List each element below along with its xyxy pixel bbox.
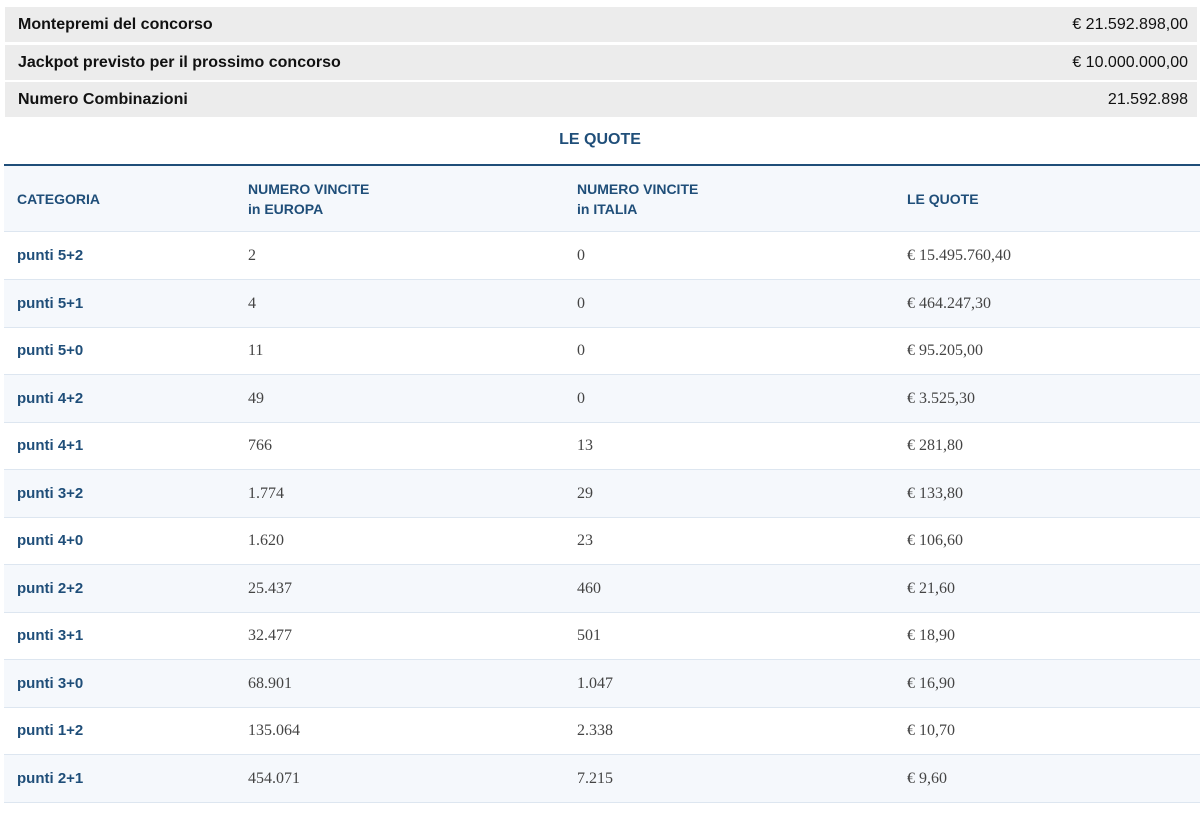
cell-italia: 0 [577,341,585,359]
cell-quota: € 95.205,00 [907,341,983,359]
cell-categoria: punti 5+0 [17,342,84,359]
cell-quota: € 21,60 [907,579,955,597]
cell-europa: 135.064 [248,721,300,739]
cell-categoria: punti 2+1 [17,770,84,787]
cell-italia: 13 [577,436,593,454]
summary-row-montepremi: Montepremi del concorso € 21.592.898,00 [5,7,1197,42]
header-italia-line1: NUMERO VINCITE [577,181,699,197]
cell-europa: 25.437 [248,579,292,597]
cell-categoria: punti 1+2 [17,722,84,739]
cell-italia: 2.338 [577,721,613,739]
cell-europa: 49 [248,389,264,407]
cell-europa: 68.901 [248,674,292,692]
summary-label: Jackpot previsto per il prossimo concors… [18,53,341,71]
summary-row-combinazioni: Numero Combinazioni 21.592.898 [5,82,1197,117]
cell-italia: 0 [577,294,585,312]
header-europa: NUMERO VINCITE in EUROPA [248,166,369,232]
cell-europa: 1.774 [248,484,284,502]
cell-categoria: punti 5+1 [17,295,84,312]
cell-italia: 7.215 [577,769,613,787]
cell-quota: € 281,80 [907,436,963,454]
cell-europa: 2 [248,246,256,264]
cell-quota: € 106,60 [907,531,963,549]
cell-categoria: punti 5+2 [17,247,84,264]
summary-label: Montepremi del concorso [18,15,213,33]
cell-categoria: punti 3+1 [17,627,84,644]
cell-quota: € 9,60 [907,769,947,787]
table-row: punti 4+1 766 13 € 281,80 [4,422,1200,470]
quotes-title: LE QUOTE [559,131,641,148]
cell-italia: 0 [577,246,585,264]
cell-quota: € 16,90 [907,674,955,692]
table-row: punti 3+0 68.901 1.047 € 16,90 [4,660,1200,708]
quotes-table-header: CATEGORIA NUMERO VINCITE in EUROPA NUMER… [4,164,1200,232]
cell-categoria: punti 4+2 [17,390,84,407]
cell-europa: 1.620 [248,531,284,549]
cell-italia: 460 [577,579,601,597]
cell-categoria: punti 3+0 [17,675,84,692]
cell-europa: 766 [248,436,272,454]
cell-quota: € 464.247,30 [907,294,991,312]
table-row: punti 5+1 4 0 € 464.247,30 [4,280,1200,328]
table-row: punti 4+2 49 0 € 3.525,30 [4,375,1200,423]
header-categoria: CATEGORIA [17,166,100,232]
summary-value: € 21.592.898,00 [1072,15,1188,33]
cell-italia: 1.047 [577,674,613,692]
header-italia: NUMERO VINCITE in ITALIA [577,166,698,232]
cell-quota: € 15.495.760,40 [907,246,1011,264]
table-row: punti 5+0 11 0 € 95.205,00 [4,327,1200,375]
cell-europa: 11 [248,341,264,359]
cell-quota: € 133,80 [907,484,963,502]
header-europa-line1: NUMERO VINCITE [248,181,370,197]
cell-categoria: punti 4+0 [17,532,84,549]
summary-value: € 10.000.000,00 [1072,53,1188,71]
table-row: punti 3+1 32.477 501 € 18,90 [4,612,1200,660]
table-row: punti 4+0 1.620 23 € 106,60 [4,517,1200,565]
table-row: punti 1+2 135.064 2.338 € 10,70 [4,707,1200,755]
table-row: punti 2+2 25.437 460 € 21,60 [4,565,1200,613]
summary-value: 21.592.898 [1107,90,1188,108]
summary-label: Numero Combinazioni [18,90,188,108]
table-row: punti 3+2 1.774 29 € 133,80 [4,470,1200,518]
cell-italia: 501 [577,626,601,644]
header-quote: LE QUOTE [907,166,979,232]
cell-italia: 29 [577,484,593,502]
cell-italia: 0 [577,389,585,407]
header-europa-line2: in EUROPA [248,201,324,217]
cell-europa: 4 [248,294,256,312]
table-row: punti 2+1 454.071 7.215 € 9,60 [4,755,1200,803]
cell-quota: € 3.525,30 [907,389,975,407]
summary-row-jackpot: Jackpot previsto per il prossimo concors… [5,45,1197,80]
cell-quota: € 10,70 [907,721,955,739]
cell-italia: 23 [577,531,593,549]
cell-europa: 454.071 [248,769,300,787]
cell-europa: 32.477 [248,626,292,644]
cell-quota: € 18,90 [907,626,955,644]
table-row: punti 5+2 2 0 € 15.495.760,40 [4,232,1200,280]
cell-categoria: punti 4+1 [17,437,84,454]
header-italia-line2: in ITALIA [577,201,638,217]
header-categoria-label: CATEGORIA [17,191,100,207]
cell-categoria: punti 2+2 [17,580,84,597]
header-quote-label: LE QUOTE [907,191,979,207]
cell-categoria: punti 3+2 [17,485,84,502]
